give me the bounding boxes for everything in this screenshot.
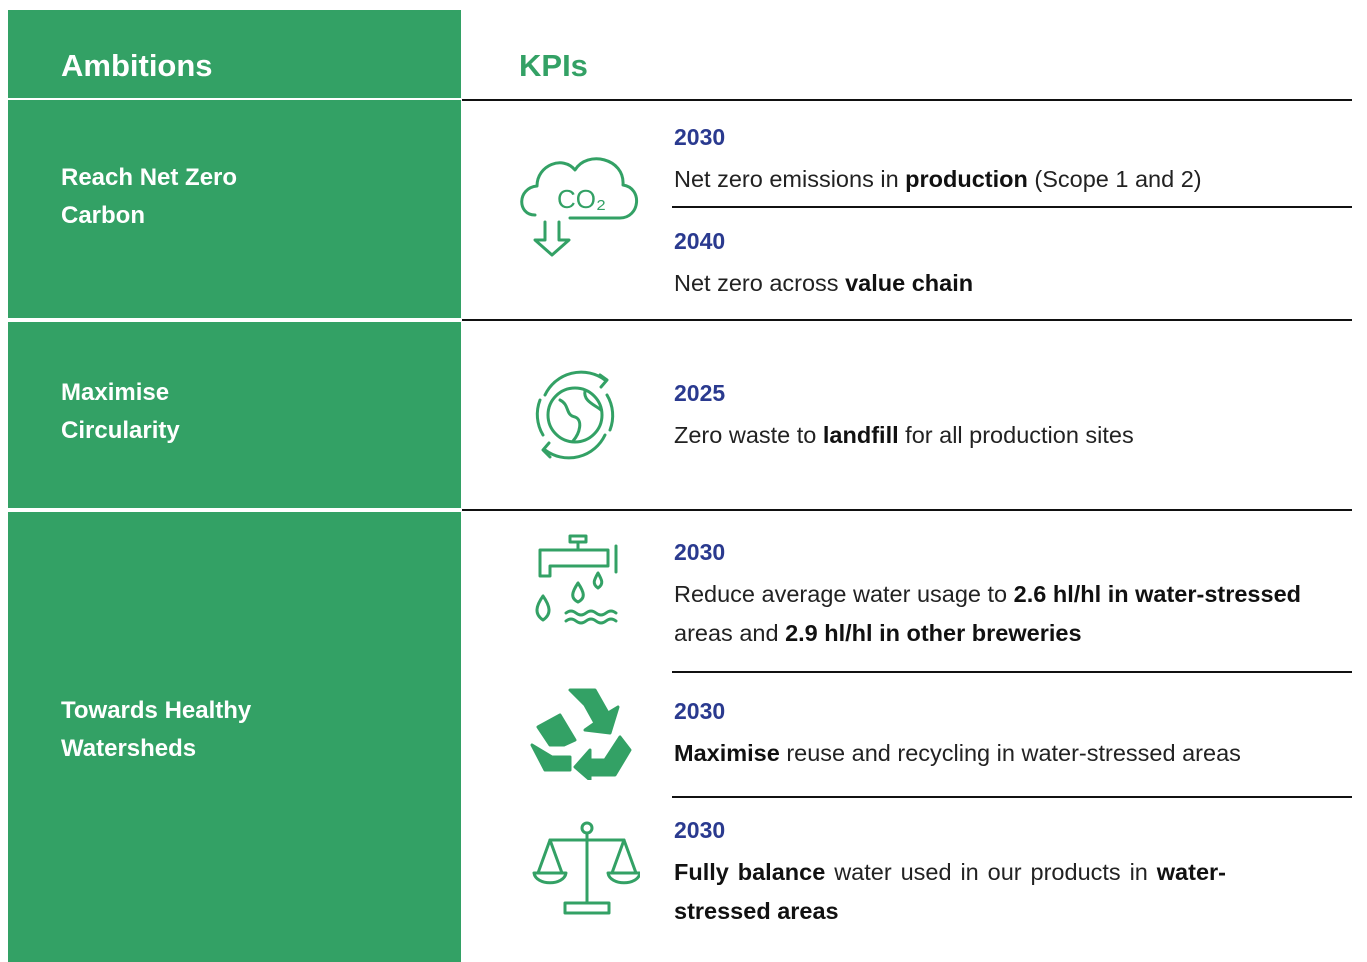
kpi-text: Net zero emissions in production (Scope … <box>674 160 1364 199</box>
ambition-label: Towards Healthy Watersheds <box>61 697 252 762</box>
co2-icon: CO₂ <box>520 157 639 257</box>
kpi-text-part: water used in our products in <box>825 859 1157 885</box>
kpi-text-bold: 2.6 hl/hl in water-stressed <box>1013 581 1301 607</box>
kpi-text: Maximise reuse and recycling in water-st… <box>674 734 1364 773</box>
ambition-label: Maximise Circularity <box>61 379 180 444</box>
kpi-rule <box>672 206 1352 208</box>
kpi-text-part: Reduce average water usage to <box>674 581 1014 607</box>
kpi: 2025 Zero waste to landfill for all produ… <box>674 378 1364 455</box>
header-cell <box>8 10 461 98</box>
ambition-cell <box>8 100 461 318</box>
kpi-text-part: Net zero emissions in <box>674 166 906 192</box>
kpi: 2040 Net zero across value chain <box>674 226 1364 303</box>
kpi: 2030 Fully balance water used in our prod… <box>674 815 1364 931</box>
kpi-text-bold: Maximise <box>674 740 780 766</box>
kpi: 2030 Maximise reuse and recycling in wate… <box>674 696 1364 773</box>
balance-icon <box>532 821 640 915</box>
kpi-text-part: Net zero across <box>674 270 846 296</box>
row-rule <box>462 319 1352 321</box>
kpi-text-part: areas and <box>674 620 786 646</box>
ambition-label: Reach Net Zero Carbon <box>61 164 238 229</box>
ambition-cell <box>8 322 461 508</box>
recycle-icon <box>530 688 632 780</box>
row-rule <box>462 99 1352 101</box>
kpi-text-part: Zero waste to <box>674 422 823 448</box>
ambitions-header: Ambitions <box>61 48 213 83</box>
kpi-text-bold: water-stressed areas <box>674 859 1226 924</box>
kpi-year: 2030 <box>674 817 726 843</box>
kpi-year: 2030 <box>674 124 726 150</box>
kpi: 2030 Net zero emissions in production (Sc… <box>674 122 1364 199</box>
kpi-rule <box>672 671 1352 673</box>
kpi-text-bold: Fully balance <box>674 859 826 885</box>
kpi-year: 2025 <box>674 380 726 406</box>
row-rule <box>462 509 1352 511</box>
kpi-text-part: (Scope 1 and 2) <box>1027 166 1202 192</box>
circularity-icon <box>535 370 615 460</box>
kpi-text: Net zero across value chain <box>674 264 1364 303</box>
svg-text:CO₂: CO₂ <box>557 184 606 214</box>
kpi-year: 2030 <box>674 698 726 724</box>
kpi-text-bold: landfill <box>822 422 899 448</box>
kpi-text-part: reuse and recycling in water-stressed ar… <box>779 740 1241 766</box>
kpi-year: 2030 <box>674 539 726 565</box>
kpi-text: Fully balance water used in our products… <box>674 853 1226 931</box>
kpi-text: Zero waste to landfill for all productio… <box>674 416 1364 455</box>
kpis-header: KPIs <box>519 48 588 83</box>
kpi: 2030 Reduce average water usage to 2.6 hl… <box>674 537 1364 653</box>
kpi-text-bold: production <box>905 166 1028 192</box>
kpi-text-bold: 2.9 hl/hl in other breweries <box>785 620 1082 646</box>
water-tap-icon <box>535 534 618 625</box>
kpi-text: Reduce average water usage to 2.6 hl/hl … <box>674 575 1364 653</box>
kpi-rule <box>672 796 1352 798</box>
kpi-text-part: for all production sites <box>898 422 1134 448</box>
kpi-year: 2040 <box>674 228 726 254</box>
kpi-text-bold: value chain <box>845 270 974 296</box>
ambition-cell <box>8 512 461 962</box>
